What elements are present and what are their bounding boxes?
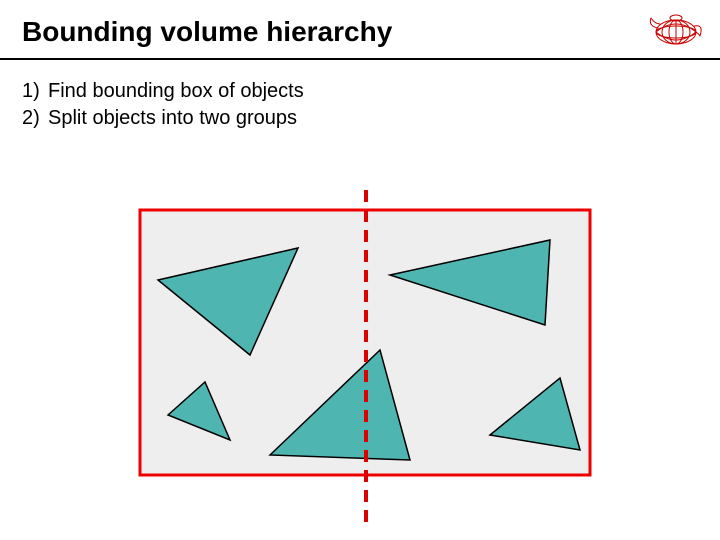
slide: Bounding volume hierarchy 1) Find boundi… — [0, 0, 720, 540]
page-title: Bounding volume hierarchy — [22, 16, 392, 48]
list-item: 2) Split objects into two groups — [22, 105, 304, 132]
algorithm-steps-list: 1) Find bounding box of objects 2) Split… — [22, 78, 304, 132]
teapot-logo-icon — [646, 6, 704, 50]
list-text: Split objects into two groups — [48, 105, 297, 132]
list-number: 1) — [22, 78, 48, 105]
list-text: Find bounding box of objects — [48, 78, 304, 105]
list-item: 1) Find bounding box of objects — [22, 78, 304, 105]
title-underline — [0, 58, 720, 60]
bvh-diagram — [130, 190, 600, 530]
list-number: 2) — [22, 105, 48, 132]
